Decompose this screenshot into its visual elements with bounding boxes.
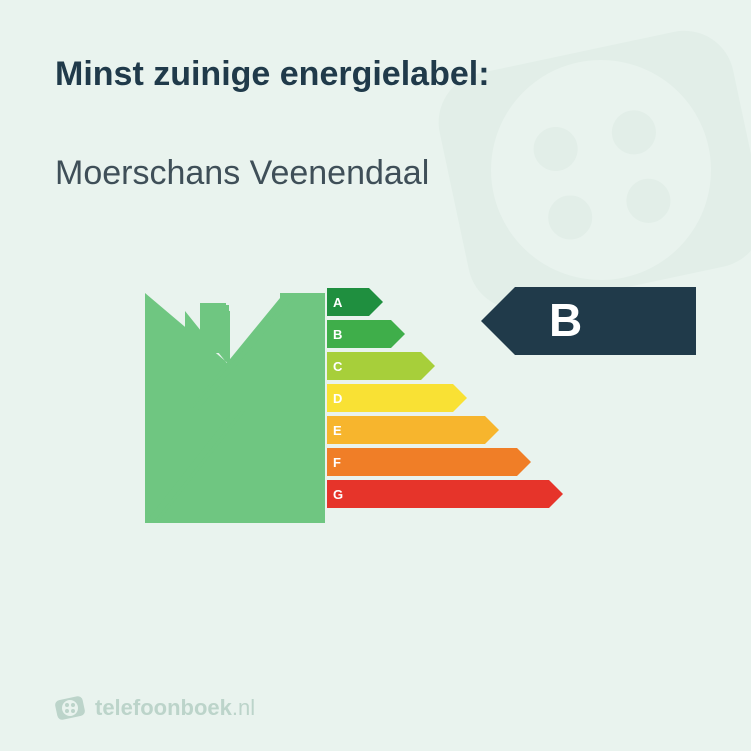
bar-letter: C xyxy=(333,359,351,374)
bar-letter: F xyxy=(333,455,351,470)
house-icon-overlay xyxy=(145,293,325,523)
bar-letter: G xyxy=(333,487,351,502)
bar-letter: B xyxy=(333,327,351,342)
location-name: Moerschans Veenendaal xyxy=(55,154,696,193)
energy-bar-g: G xyxy=(327,480,563,508)
energy-bar-f: F xyxy=(327,448,563,476)
energy-bar-e: E xyxy=(327,416,563,444)
bar-letter: D xyxy=(333,391,351,406)
badge-shape xyxy=(481,287,696,355)
badge-letter: B xyxy=(549,293,582,347)
energy-bar-c: C xyxy=(327,352,563,380)
footer-brand: telefoonboek.nl xyxy=(95,695,255,721)
footer-brand-name: telefoonboek xyxy=(95,695,232,720)
card-container: Minst zuinige energielabel: Moerschans V… xyxy=(0,0,751,751)
bar-shape xyxy=(327,480,563,508)
footer-logo-icon xyxy=(55,693,85,723)
bar-letter: E xyxy=(333,423,351,438)
selected-label-badge: B xyxy=(481,287,696,355)
energy-bar-d: D xyxy=(327,384,563,412)
footer: telefoonboek.nl xyxy=(55,693,255,723)
bar-letter: A xyxy=(333,295,351,310)
bar-shape xyxy=(327,448,531,476)
bar-shape xyxy=(327,416,499,444)
page-title: Minst zuinige energielabel: xyxy=(55,55,696,94)
energy-label-chart: A B C D E F G B xyxy=(55,263,696,563)
footer-tld: .nl xyxy=(232,695,255,720)
